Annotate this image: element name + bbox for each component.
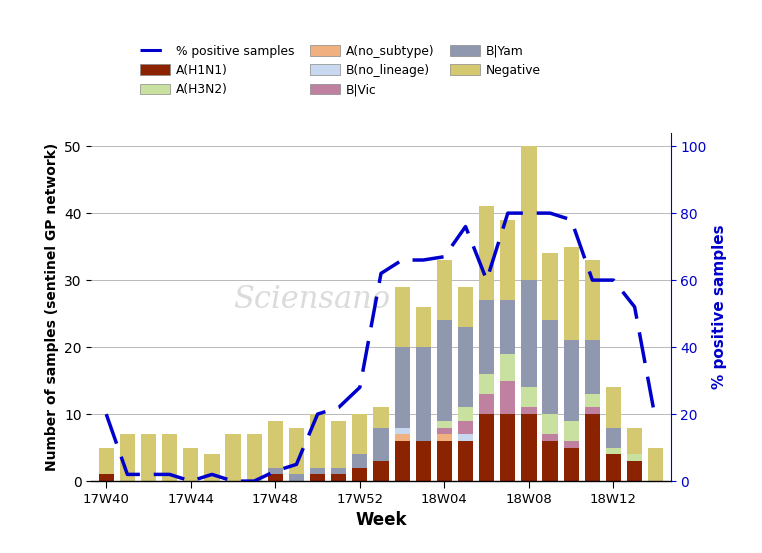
Bar bbox=[543, 320, 558, 414]
Bar bbox=[162, 434, 178, 481]
Bar bbox=[373, 427, 389, 461]
Legend: % positive samples, A(H1N1), A(H3N2), A(no_subtype), B(no_lineage), B|Vic, B|Yam: % positive samples, A(H1N1), A(H3N2), A(… bbox=[136, 41, 545, 100]
Bar bbox=[395, 434, 410, 441]
Bar bbox=[458, 408, 473, 421]
Bar bbox=[543, 253, 558, 320]
Bar bbox=[500, 300, 515, 354]
Bar bbox=[373, 408, 389, 427]
Bar bbox=[564, 341, 579, 421]
Bar bbox=[606, 447, 621, 455]
Bar bbox=[98, 447, 114, 474]
Bar bbox=[627, 455, 642, 461]
Bar bbox=[437, 427, 452, 434]
Bar bbox=[395, 287, 410, 347]
Bar bbox=[584, 341, 600, 394]
Bar bbox=[606, 427, 621, 447]
Bar bbox=[500, 380, 515, 414]
Text: Sciensano: Sciensano bbox=[233, 284, 390, 315]
Bar bbox=[247, 434, 262, 481]
Bar bbox=[606, 455, 621, 481]
Bar bbox=[521, 414, 536, 481]
Bar bbox=[521, 408, 536, 414]
Bar bbox=[141, 434, 156, 481]
Bar bbox=[289, 474, 304, 481]
Bar bbox=[521, 146, 536, 280]
Bar bbox=[310, 468, 325, 474]
Bar bbox=[458, 434, 473, 441]
Bar bbox=[415, 441, 431, 481]
Bar bbox=[267, 468, 283, 474]
Bar bbox=[331, 474, 347, 481]
Bar bbox=[479, 394, 495, 414]
X-axis label: Week: Week bbox=[355, 512, 407, 529]
Bar bbox=[458, 441, 473, 481]
Bar bbox=[331, 468, 347, 474]
Bar bbox=[310, 414, 325, 468]
Bar bbox=[479, 414, 495, 481]
Bar bbox=[183, 447, 198, 481]
Bar bbox=[584, 394, 600, 408]
Bar bbox=[310, 474, 325, 481]
Bar bbox=[543, 441, 558, 481]
Bar bbox=[226, 434, 241, 481]
Y-axis label: Number of samples (sentinel GP network): Number of samples (sentinel GP network) bbox=[44, 143, 59, 471]
Bar bbox=[584, 408, 600, 414]
Bar bbox=[500, 220, 515, 300]
Bar bbox=[352, 468, 367, 481]
Bar bbox=[564, 447, 579, 481]
Bar bbox=[606, 387, 621, 427]
Bar bbox=[479, 300, 495, 374]
Bar bbox=[437, 441, 452, 481]
Bar bbox=[352, 414, 367, 455]
Bar bbox=[331, 421, 347, 468]
Bar bbox=[267, 421, 283, 468]
Bar bbox=[98, 474, 114, 481]
Bar bbox=[373, 461, 389, 481]
Bar bbox=[415, 307, 431, 347]
Bar bbox=[204, 455, 219, 481]
Bar bbox=[627, 427, 642, 455]
Bar bbox=[289, 427, 304, 474]
Y-axis label: % positive samples: % positive samples bbox=[712, 225, 727, 389]
Bar bbox=[437, 260, 452, 320]
Bar bbox=[395, 441, 410, 481]
Bar bbox=[500, 354, 515, 380]
Bar bbox=[564, 441, 579, 447]
Bar bbox=[584, 260, 600, 341]
Bar bbox=[458, 287, 473, 327]
Bar bbox=[564, 421, 579, 441]
Bar bbox=[564, 247, 579, 341]
Bar bbox=[627, 461, 642, 481]
Bar bbox=[120, 434, 135, 481]
Bar bbox=[437, 320, 452, 421]
Bar bbox=[500, 414, 515, 481]
Bar bbox=[521, 280, 536, 387]
Bar bbox=[437, 434, 452, 441]
Bar bbox=[395, 427, 410, 434]
Bar bbox=[521, 387, 536, 408]
Bar bbox=[543, 414, 558, 434]
Bar bbox=[543, 434, 558, 441]
Bar bbox=[437, 421, 452, 427]
Bar bbox=[648, 447, 664, 481]
Bar bbox=[352, 455, 367, 468]
Bar bbox=[458, 421, 473, 434]
Bar bbox=[479, 206, 495, 300]
Bar bbox=[479, 374, 495, 394]
Bar bbox=[458, 327, 473, 408]
Bar bbox=[415, 347, 431, 441]
Bar bbox=[395, 347, 410, 427]
Bar bbox=[267, 474, 283, 481]
Bar bbox=[584, 414, 600, 481]
